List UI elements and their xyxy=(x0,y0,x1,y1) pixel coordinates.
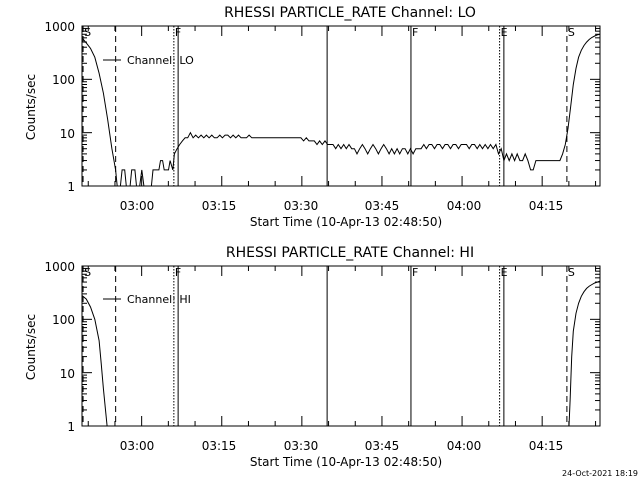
lo-x-axis-label: Start Time (10-Apr-13 02:48:50) xyxy=(250,215,442,229)
hi-y-tick-label: 1000 xyxy=(44,260,75,274)
hi-chart-title: RHESSI PARTICLE_RATE Channel: HI xyxy=(226,245,474,261)
hi-y-tick-label: 1 xyxy=(67,420,75,434)
lo-y-tick-label: 10 xyxy=(60,127,75,141)
hi-y-tick-label: 10 xyxy=(60,367,75,381)
hi-x-tick-label: 04:15 xyxy=(529,439,564,453)
lo-x-tick-label: 04:00 xyxy=(447,199,482,213)
lo-y-tick-label: 1000 xyxy=(44,20,75,34)
lo-rate-series-line xyxy=(81,33,601,187)
lo-x-tick-label: 03:00 xyxy=(120,199,155,213)
hi-event-marker-label: S xyxy=(568,266,575,279)
footer-timestamp: 24-Oct-2021 18:19 xyxy=(562,469,638,478)
hi-x-tick-label: 03:15 xyxy=(202,439,237,453)
hi-plot-frame xyxy=(81,265,601,427)
lo-legend-label: Channel: LO xyxy=(127,54,194,67)
lo-x-tick-label: 03:45 xyxy=(365,199,400,213)
hi-x-axis-label: Start Time (10-Apr-13 02:48:50) xyxy=(250,455,442,469)
hi-x-tick-label: 04:00 xyxy=(447,439,482,453)
lo-x-tick-label: 03:30 xyxy=(284,199,319,213)
lo-x-tick-label: 04:15 xyxy=(529,199,564,213)
lo-y-axis-label: Counts/sec xyxy=(24,74,38,140)
hi-x-tick-label: 03:00 xyxy=(120,439,155,453)
hi-event-marker-label: S xyxy=(84,266,91,279)
hi-x-tick-label: 03:30 xyxy=(284,439,319,453)
lo-chart-title: RHESSI PARTICLE_RATE Channel: LO xyxy=(224,5,476,21)
lo-event-marker-label: S xyxy=(568,26,575,39)
lo-y-tick-label: 100 xyxy=(52,73,75,87)
lo-event-marker-label: F xyxy=(412,26,418,39)
lo-event-marker-label: S xyxy=(84,26,91,39)
hi-y-tick-label: 100 xyxy=(52,313,75,327)
lo-x-tick-label: 03:15 xyxy=(202,199,237,213)
lo-channel-panel: RHESSI PARTICLE_RATE Channel: LO Counts/… xyxy=(24,5,601,229)
hi-legend-label: Channel: HI xyxy=(127,293,191,306)
hi-y-axis-label: Counts/sec xyxy=(24,314,38,380)
hi-channel-panel: RHESSI PARTICLE_RATE Channel: HI Counts/… xyxy=(24,245,601,469)
lo-plot-frame xyxy=(81,25,601,187)
hi-event-marker-label: F xyxy=(412,266,418,279)
hi-rate-series-line xyxy=(81,295,108,427)
lo-y-tick-label: 1 xyxy=(67,180,75,194)
hi-x-tick-label: 03:45 xyxy=(365,439,400,453)
hi-rate-series-line xyxy=(568,280,601,427)
